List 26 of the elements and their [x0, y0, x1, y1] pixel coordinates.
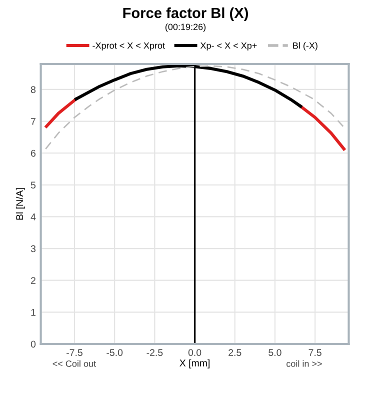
chart-title: Force factor Bl (X)	[123, 7, 248, 22]
y-tick-label: 6	[31, 150, 36, 157]
x-axis-title: X [mm]	[180, 359, 210, 368]
y-tick-label: 8	[30, 86, 36, 94]
y-tick-label: 7	[31, 118, 36, 125]
x-tick-label: -5.0	[106, 349, 123, 356]
y-tick-label: 4	[30, 214, 36, 220]
text: coil in >>	[286, 360, 322, 367]
y-tick-label: 2	[31, 277, 36, 284]
text: << Coil out	[52, 360, 96, 367]
legend-label: -Xprot < X < Xprot	[92, 42, 165, 51]
y-axis-title: Bl [N/A]	[16, 188, 25, 220]
y-tick-label: 1	[31, 309, 36, 316]
legend-label: Xp- < X < Xp+	[200, 42, 257, 51]
y-tick-label: 0	[30, 340, 36, 348]
y-tick-label: 5	[30, 182, 36, 189]
line-series	[44, 65, 344, 150]
x-tick-label: 2.5	[228, 349, 242, 356]
x-tick-label: 7.5	[308, 349, 322, 356]
x-tick-label: 5.0	[268, 349, 282, 356]
y-tick-label: 3	[30, 245, 36, 252]
chart-subtitle: (00:19:26)	[165, 23, 206, 32]
x-tick-label: 0.0	[188, 349, 202, 356]
x-tick-label: -7.5	[66, 349, 82, 356]
x-tick-label: -2.5	[146, 349, 163, 356]
legend-label: Bl (-X)	[293, 42, 318, 51]
